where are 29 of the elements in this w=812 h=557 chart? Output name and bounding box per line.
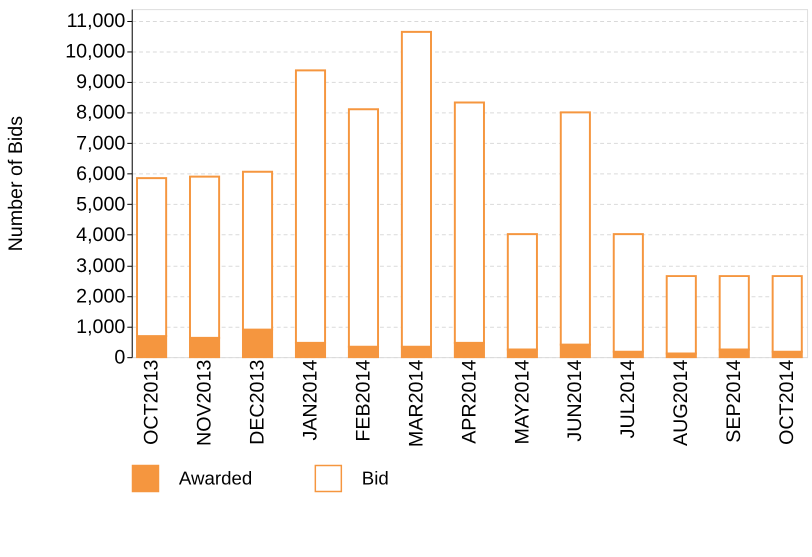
y-tick-label: 1,000 [76,316,126,338]
x-tick-label: DEC2013 [246,360,268,445]
y-tick-label: 0 [114,346,126,369]
x-tick-label: MAY2014 [511,360,534,445]
bar [666,275,697,354]
y-tick-label: 3,000 [76,254,126,277]
x-tick-label: AUG2014 [670,360,692,446]
y-axis-title: Number of Bids [4,116,27,252]
x-tick-label: FEB2014 [352,360,374,442]
x-tick-label: SEP2014 [723,360,746,443]
y-tick-label: 8,000 [76,102,126,124]
x-tick-label: APR2014 [458,360,480,444]
legend-label: Bid [362,467,389,488]
y-tick-label: 5,000 [76,194,126,216]
y-tick-label: 11,000 [66,10,126,32]
y-tick-label: 9,000 [76,71,126,94]
x-tick-label: MAR2014 [405,360,428,448]
x-tick-label: JAN2014 [299,360,322,441]
y-tick-label: 6,000 [76,162,126,185]
x-tick-label: JUL2014 [617,360,640,438]
y-tick-label: 2,000 [76,285,126,308]
y-tick-label: 4,000 [76,224,126,246]
x-tick-label: OCT2013 [140,360,162,445]
legend-label: Awarded [178,467,252,488]
x-tick-label: NOV2013 [193,360,216,446]
y-tick-label: 7,000 [76,132,126,154]
y-tick-label: 10,000 [65,40,126,63]
x-tick-label: JUN2014 [564,360,586,442]
x-tick-label: OCT2014 [776,360,798,445]
